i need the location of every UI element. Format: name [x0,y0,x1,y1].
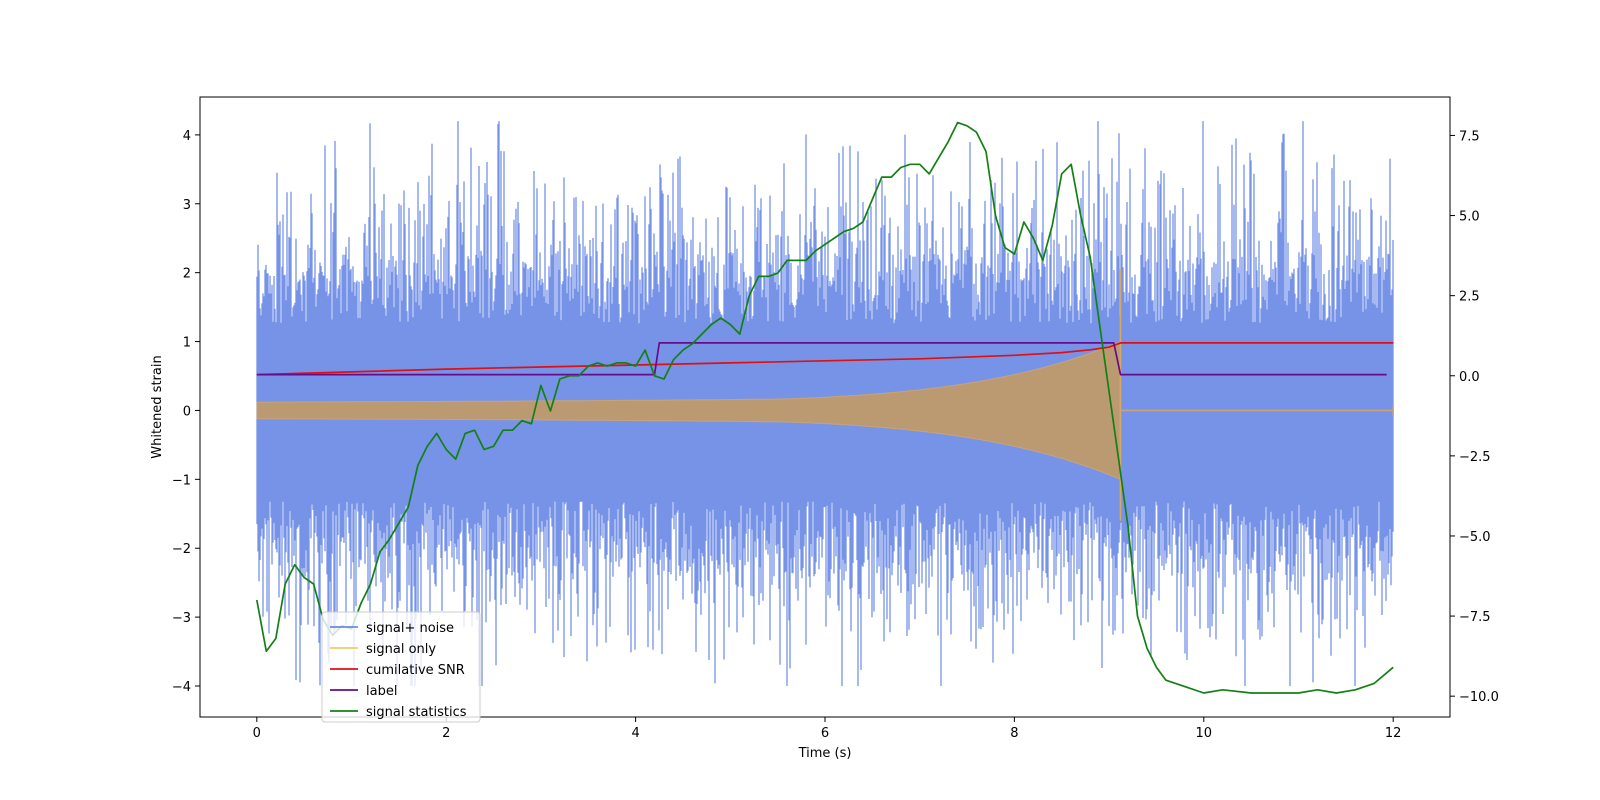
y2-tick-label: 2.5 [1459,290,1480,305]
legend-box [321,611,481,723]
x-tick-label: 0 [253,726,261,741]
x-axis-label: Time (s) [798,746,852,761]
x-tick-label: 2 [442,726,450,741]
legend-item: signal statistics [330,705,467,720]
legend: signal+ noise signal only cumilative SNR la… [321,611,481,723]
x-tick-label: 6 [821,726,829,741]
legend-label: label [366,684,397,699]
y-tick-label: 3 [183,198,191,213]
legend-item: cumilative SNR [330,663,465,678]
series-label [256,342,1387,376]
x-tick-label: 4 [631,726,639,741]
y-tick-label: −1 [172,473,191,488]
plot-series [255,121,1394,694]
y-axis-label: Whitened strain [150,355,165,458]
x-axis: 0 2 4 6 8 10 12 [253,717,1402,741]
series-signal-statistics [255,121,1394,694]
y-tick-label: 1 [183,336,191,351]
legend-item: signal only [330,642,436,657]
legend-item: label [330,684,397,699]
y2-tick-label: −7.5 [1459,610,1491,625]
y-tick-label: 4 [183,129,191,144]
legend-label: signal only [366,642,436,657]
legend-label: signal statistics [366,705,467,720]
y2-axis: 7.5 5.0 2.5 0.0 −2.5 −5.0 −7.5 −10.0 [1450,129,1499,705]
y-tick-label: −3 [172,611,191,626]
y-tick-label: 0 [183,404,191,419]
y-tick-label: 2 [183,267,191,282]
y-axis: 4 3 2 1 0 −1 −2 −3 −4 [172,129,200,695]
series-signal-only [256,269,1394,521]
x-tick-label: 8 [1010,726,1018,741]
y2-tick-label: −5.0 [1459,530,1491,545]
y2-tick-label: 0.0 [1459,370,1480,385]
y-tick-label: −4 [172,680,191,695]
legend-label: signal+ noise [366,621,454,636]
y2-tick-label: −10.0 [1459,690,1499,705]
legend-item: signal+ noise [330,621,454,636]
x-tick-label: 12 [1385,726,1402,741]
series-cumulative-snr [256,342,1394,376]
y2-tick-label: 5.0 [1459,210,1480,225]
x-tick-label: 10 [1196,726,1213,741]
y-tick-label: −2 [172,542,191,557]
y2-tick-label: −2.5 [1459,450,1491,465]
legend-label: cumilative SNR [366,663,465,678]
y2-tick-label: 7.5 [1459,129,1480,144]
